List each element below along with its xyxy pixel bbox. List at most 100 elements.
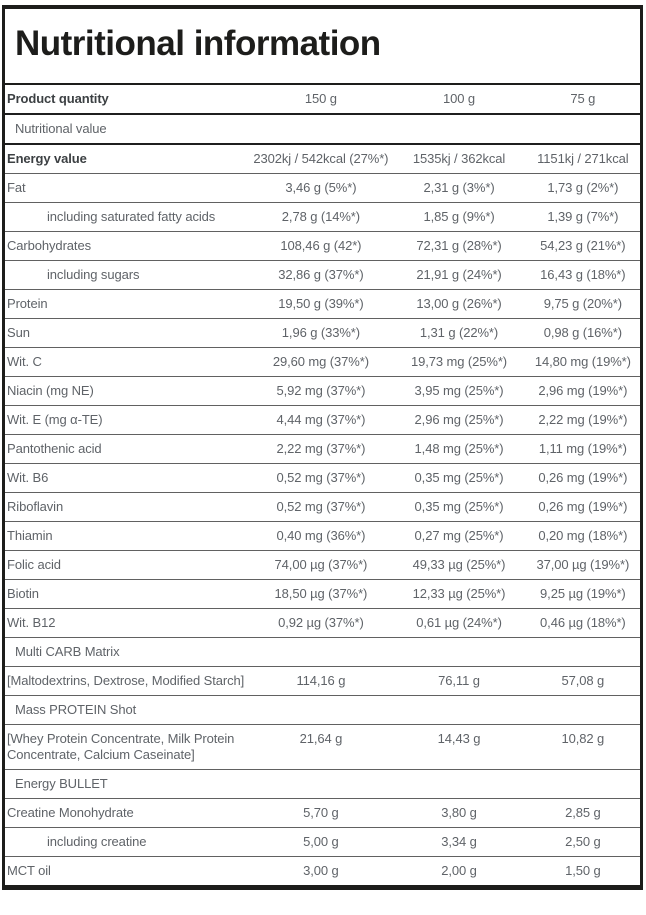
product-quantity-label: Product quantity [7, 90, 109, 106]
value-cell-150g: 5,70 g [303, 804, 339, 820]
row-label: Protein [7, 295, 48, 311]
value-cell-75g: 2,22 mg (19%*) [538, 411, 628, 427]
value-cell-150g: 0,92 µg (37%*) [278, 614, 364, 630]
value-cell-75g: 0,98 g (16%*) [543, 324, 622, 340]
value-cell-100g: 1,85 g (9%*) [423, 208, 495, 224]
value-cell-150g: 74,00 µg (37%*) [274, 556, 368, 572]
value-cell-150g: 0,52 mg (37%*) [276, 469, 366, 485]
row-label: Wit. C [7, 353, 42, 369]
value-cell-100g: 0,27 mg (25%*) [414, 527, 504, 543]
table-row: Folic acid 74,00 µg (37%*) 49,33 µg (25%… [5, 550, 640, 579]
value-cell-75g: 10,82 g [561, 730, 605, 746]
value-cell-150g: 18,50 µg (37%*) [274, 585, 368, 601]
value-cell-75g: 1,11 mg (19%*) [538, 440, 627, 456]
value-cell-75g: 54,23 g (21%*) [540, 237, 626, 253]
value-cell-100g: 3,95 mg (25%*) [414, 382, 504, 398]
row-label: Wit. B12 [7, 614, 56, 630]
row-label: [Maltodextrins, Dextrose, Modified Starc… [7, 672, 245, 688]
value-cell-75g: 2,50 g [565, 833, 601, 849]
page-title: Nutritional information [15, 24, 381, 63]
value-cell-100g: 2,96 mg (25%*) [414, 411, 504, 427]
value-cell-100g: 1,31 g (22%*) [419, 324, 499, 340]
value-cell-100g: 13,00 g (26%*) [416, 295, 502, 311]
row-label: Folic acid [7, 556, 61, 572]
row-label: Riboflavin [7, 498, 64, 514]
value-cell-75g: 0,26 mg (19%*) [538, 498, 628, 514]
section-row: Energy BULLET [5, 769, 640, 798]
nutrition-table: Product quantity 150 g 100 g 75 g Nutrit… [5, 85, 640, 885]
row-label: Wit. E (mg α-TE) [7, 411, 103, 427]
quantity-header-150g: 150 g [304, 90, 337, 106]
value-cell-100g: 3,34 g [441, 833, 477, 849]
column-header-row: Product quantity 150 g 100 g 75 g [5, 85, 640, 114]
value-cell-100g: 2,00 g [441, 862, 477, 878]
value-cell-100g: 14,43 g [437, 730, 481, 746]
section-row: Nutritional value [5, 114, 640, 144]
row-label: MCT oil [7, 862, 51, 878]
value-cell-150g: 0,52 mg (37%*) [276, 498, 366, 514]
quantity-header-100g: 100 g [442, 90, 476, 106]
value-cell-100g: 49,33 µg (25%*) [412, 556, 506, 572]
value-cell-100g: 2,31 g (3%*) [423, 179, 495, 195]
row-label: Energy value [7, 150, 87, 166]
row-label: Creatine Monohydrate [7, 804, 134, 820]
value-cell-150g: 2302kj / 542kcal (27%*) [253, 150, 389, 166]
value-cell-100g: 0,61 µg (24%*) [416, 614, 502, 630]
value-cell-100g: 0,35 mg (25%*) [414, 498, 504, 514]
value-cell-100g: 21,91 g (24%*) [416, 266, 502, 282]
value-cell-150g: 32,86 g (37%*) [278, 266, 364, 282]
value-cell-150g: 5,92 mg (37%*) [276, 382, 366, 398]
nutrition-table-body: Product quantity 150 g 100 g 75 g Nutrit… [5, 85, 640, 885]
row-label: including creatine [47, 833, 147, 849]
value-cell-100g: 1,48 mg (25%*) [414, 440, 504, 456]
table-row: Thiamin 0,40 mg (36%*) 0,27 mg (25%*) 0,… [5, 521, 640, 550]
value-cell-75g: 0,46 µg (18%*) [540, 614, 626, 630]
table-row: Protein 19,50 g (39%*) 13,00 g (26%*) 9,… [5, 289, 640, 318]
value-cell-150g: 108,46 g (42*) [280, 237, 362, 253]
quantity-header-75g: 75 g [570, 90, 596, 106]
value-cell-150g: 3,00 g [303, 862, 339, 878]
value-cell-150g: 4,44 mg (37%*) [276, 411, 366, 427]
value-cell-150g: 5,00 g [303, 833, 339, 849]
value-cell-75g: 1151kj / 271kcal [537, 150, 629, 166]
value-cell-150g: 29,60 mg (37%*) [272, 353, 369, 369]
value-cell-100g: 0,35 mg (25%*) [414, 469, 504, 485]
table-row: Energy value 2302kj / 542kcal (27%*) 153… [5, 144, 640, 173]
value-cell-100g: 72,31 g (28%*) [416, 237, 502, 253]
value-cell-75g: 1,39 g (7%*) [547, 208, 619, 224]
table-row: [Maltodextrins, Dextrose, Modified Starc… [5, 666, 640, 695]
table-row: Sun 1,96 g (33%*) 1,31 g (22%*) 0,98 g (… [5, 318, 640, 347]
title-bar: Nutritional information [5, 9, 640, 85]
value-cell-150g: 0,40 mg (36%*) [276, 527, 366, 543]
row-label: Wit. B6 [7, 469, 49, 485]
value-cell-150g: 114,16 g [296, 672, 346, 688]
table-row: Fat 3,46 g (5%*) 2,31 g (3%*) 1,73 g (2%… [5, 173, 640, 202]
value-cell-75g: 1,50 g [565, 862, 601, 878]
table-row: Biotin 18,50 µg (37%*) 12,33 µg (25%*) 9… [5, 579, 640, 608]
table-row: Carbohydrates 108,46 g (42*) 72,31 g (28… [5, 231, 640, 260]
value-cell-75g: 37,00 µg (19%*) [536, 556, 630, 572]
value-cell-75g: 57,08 g [561, 672, 605, 688]
value-cell-100g: 1535kj / 362kcal [412, 150, 506, 166]
table-row: Wit. C 29,60 mg (37%*) 19,73 mg (25%*) 1… [5, 347, 640, 376]
row-label: including sugars [47, 266, 140, 282]
row-label: Thiamin [7, 527, 53, 543]
section-label: Energy BULLET [15, 775, 108, 791]
value-cell-150g: 21,64 g [299, 730, 343, 746]
table-row: Wit. B12 0,92 µg (37%*) 0,61 µg (24%*) 0… [5, 608, 640, 637]
table-row: Wit. E (mg α-TE) 4,44 mg (37%*) 2,96 mg … [5, 405, 640, 434]
value-cell-75g: 9,25 µg (19%*) [540, 585, 626, 601]
value-cell-75g: 0,20 mg (18%*) [538, 527, 628, 543]
value-cell-150g: 3,46 g (5%*) [285, 179, 357, 195]
row-label: Fat [7, 179, 26, 195]
value-cell-100g: 12,33 µg (25%*) [412, 585, 506, 601]
value-cell-75g: 2,85 g [565, 804, 601, 820]
value-cell-75g: 9,75 g (20%*) [543, 295, 622, 311]
row-label: Carbohydrates [7, 237, 91, 253]
table-row: Pantothenic acid 2,22 mg (37%*) 1,48 mg … [5, 434, 640, 463]
value-cell-150g: 2,22 mg (37%*) [276, 440, 366, 456]
row-label: Sun [7, 324, 30, 340]
row-label: Pantothenic acid [7, 440, 102, 456]
value-cell-150g: 2,78 g (14%*) [281, 208, 360, 224]
table-row: Wit. B6 0,52 mg (37%*) 0,35 mg (25%*) 0,… [5, 463, 640, 492]
